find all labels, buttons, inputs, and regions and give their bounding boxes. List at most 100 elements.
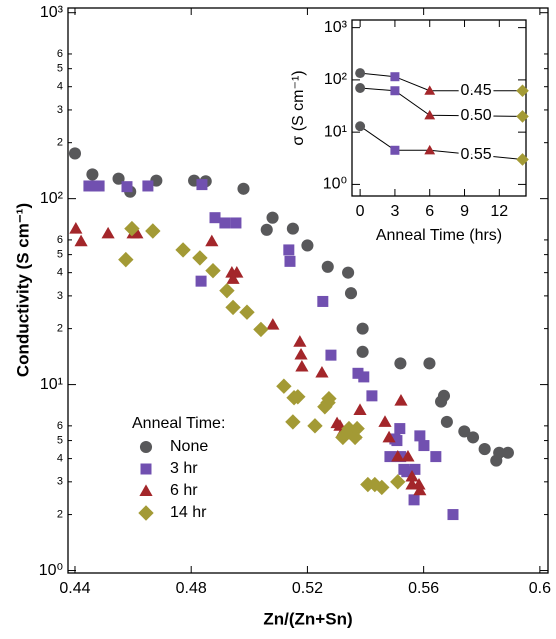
y-tick-label: 6 xyxy=(57,234,63,246)
y-tick-label: 5 xyxy=(57,63,63,75)
series-label: 0.50 xyxy=(461,107,492,124)
marker xyxy=(307,418,323,434)
y-tick-label: 3 xyxy=(57,476,63,488)
marker xyxy=(283,244,295,256)
marker xyxy=(516,153,529,166)
y-tick-label: 10⁰ xyxy=(323,176,347,193)
marker xyxy=(409,463,421,475)
series-line xyxy=(360,72,523,92)
marker xyxy=(301,239,314,252)
legend-title: Anneal Time: xyxy=(132,415,225,432)
marker xyxy=(378,415,392,427)
marker xyxy=(121,181,133,193)
marker xyxy=(424,85,436,95)
marker xyxy=(74,234,88,247)
marker xyxy=(353,403,367,415)
marker xyxy=(352,367,364,379)
y-tick-label: 10¹ xyxy=(324,123,347,140)
marker xyxy=(285,414,301,430)
legend-marker xyxy=(140,463,152,475)
y-tick-label: 2 xyxy=(57,508,63,520)
y-axis-label: Conductivity (S cm⁻¹) xyxy=(13,203,32,377)
inset-frame xyxy=(351,19,527,197)
marker xyxy=(142,180,154,192)
marker xyxy=(413,483,427,496)
marker xyxy=(384,451,396,463)
marker xyxy=(195,275,207,287)
marker xyxy=(390,72,400,82)
y-tick-label: 10² xyxy=(324,71,348,88)
y-tick-label: 3 xyxy=(57,290,63,302)
marker xyxy=(408,494,420,506)
marker xyxy=(294,347,308,360)
legend-label: 3 hr xyxy=(170,460,198,477)
inset-x-axis-label: Anneal Time (hrs) xyxy=(376,227,502,244)
y-tick-label: 10³ xyxy=(40,4,64,21)
marker xyxy=(390,86,400,96)
marker xyxy=(440,415,453,428)
x-tick-label: 6 xyxy=(425,203,434,220)
y-tick-label: 10² xyxy=(40,190,64,207)
marker xyxy=(356,345,369,358)
y-tick-label: 3 xyxy=(57,104,63,116)
marker xyxy=(253,321,269,338)
marker xyxy=(349,420,365,437)
x-tick-label: 12 xyxy=(490,203,508,220)
marker xyxy=(458,425,471,438)
marker xyxy=(101,226,115,239)
marker xyxy=(394,394,408,406)
marker xyxy=(219,282,235,299)
legend-marker xyxy=(138,505,154,521)
marker xyxy=(321,260,334,273)
marker xyxy=(394,423,406,435)
marker xyxy=(68,147,82,160)
y-tick-label: 4 xyxy=(57,267,63,279)
marker xyxy=(118,251,134,268)
marker xyxy=(315,366,329,378)
x-tick-label: 0 xyxy=(356,203,365,220)
marker xyxy=(317,295,329,307)
y-tick-label: 5 xyxy=(57,434,63,446)
marker xyxy=(401,449,415,462)
marker xyxy=(401,466,413,478)
marker xyxy=(226,272,240,284)
marker xyxy=(423,357,436,370)
y-tick-label: 2 xyxy=(57,137,63,149)
marker xyxy=(286,222,299,235)
marker xyxy=(405,470,419,482)
inset-y-axis-label: σ (S cm⁻¹) xyxy=(290,70,307,145)
x-tick-label: 0.52 xyxy=(292,580,323,597)
marker xyxy=(192,250,208,266)
marker xyxy=(130,226,144,239)
marker xyxy=(83,180,95,192)
marker xyxy=(93,180,105,192)
marker xyxy=(493,446,506,459)
marker xyxy=(389,433,401,445)
marker xyxy=(237,182,250,195)
x-tick-label: 0.6 xyxy=(529,580,551,597)
marker xyxy=(230,266,244,278)
marker xyxy=(342,266,355,279)
marker xyxy=(435,395,448,408)
marker xyxy=(219,217,231,229)
y-tick-label: 4 xyxy=(57,452,63,464)
legend-label: 6 hr xyxy=(170,482,198,499)
marker xyxy=(478,443,491,456)
y-tick-label: 2 xyxy=(57,323,63,335)
x-tick-label: 0.44 xyxy=(59,580,90,597)
marker xyxy=(366,390,378,402)
marker xyxy=(209,212,221,224)
marker xyxy=(239,304,255,320)
marker xyxy=(293,335,307,347)
marker xyxy=(225,299,241,316)
marker xyxy=(230,217,242,229)
marker xyxy=(266,211,279,224)
marker xyxy=(276,378,292,394)
series-label: 0.55 xyxy=(461,146,492,163)
marker xyxy=(418,440,430,452)
series-label: 0.45 xyxy=(461,82,492,99)
marker xyxy=(355,83,366,93)
marker xyxy=(175,242,191,258)
marker xyxy=(355,68,366,79)
